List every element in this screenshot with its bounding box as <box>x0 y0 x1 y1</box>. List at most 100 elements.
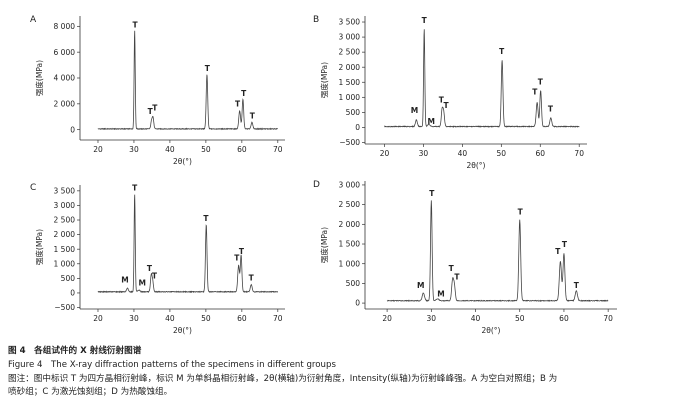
y-tick-label: 2 000 <box>339 220 361 229</box>
x-axis-label: 2θ(°) <box>482 326 501 335</box>
x-tick-label: 30 <box>129 314 139 323</box>
x-tick-label: 60 <box>559 314 569 323</box>
panel-a: A 20 30 40 50 60 70 0 2 000 4 000 6 000 8 000 2θ(°) 强… <box>30 15 285 166</box>
y-tick-label: 3 000 <box>54 201 76 210</box>
x-axis-label: 2θ(°) <box>467 161 486 170</box>
peak-label-monoclinic: M <box>121 275 128 284</box>
panel-b: B 20 30 40 50 60 70 −500 0 500 1 000 1 500 2 000 2 50… <box>313 15 587 170</box>
panel-letter: B <box>313 15 319 25</box>
y-tick-label: 1 500 <box>339 78 361 87</box>
peak-label-tetragonal: T <box>548 104 554 113</box>
diffraction-curve <box>97 30 278 131</box>
panel-letter: C <box>30 183 36 193</box>
y-tick-label: −500 <box>54 303 75 312</box>
peak-label-tetragonal: T <box>241 89 247 98</box>
peak-label-tetragonal: T <box>148 107 154 116</box>
x-tick-label: 50 <box>515 314 525 323</box>
y-tick-label: 0 <box>70 289 75 298</box>
peak-label-tetragonal: T <box>239 247 245 256</box>
x-tick-label: 20 <box>380 149 390 158</box>
x-tick-label: 40 <box>458 149 468 158</box>
y-tick-label: 0 <box>355 299 360 308</box>
x-axis-label: 2θ(°) <box>173 157 192 166</box>
y-tick-label: 2 000 <box>54 230 76 239</box>
peak-label-monoclinic: M <box>138 278 145 287</box>
peak-label-tetragonal: T <box>205 64 211 73</box>
peak-label-tetragonal: T <box>454 272 460 281</box>
x-tick-label: 40 <box>471 314 481 323</box>
x-tick-label: 40 <box>165 145 175 154</box>
panel-d: D 20 30 40 50 60 70 0 500 1 000 1 500 2 000 2 500 3 0… <box>313 180 617 335</box>
peak-label-monoclinic: M <box>417 281 424 290</box>
y-tick-label: 0 <box>355 123 360 132</box>
x-axis-label: 2θ(°) <box>173 326 192 335</box>
peak-label-tetragonal: T <box>249 273 255 282</box>
peak-label-monoclinic: M <box>437 289 444 298</box>
x-tick-label: 70 <box>273 145 283 154</box>
y-tick-label: 1 000 <box>54 259 76 268</box>
peak-label-tetragonal: T <box>250 112 256 121</box>
y-tick-label: 500 <box>346 279 361 288</box>
peak-label-tetragonal: T <box>422 16 428 25</box>
y-axis-label: 强度(MPa) <box>34 229 44 265</box>
peak-label-tetragonal: T <box>574 281 580 290</box>
diffraction-curve <box>386 200 609 302</box>
x-tick-label: 70 <box>603 314 613 323</box>
panel-letter: D <box>313 180 320 190</box>
peak-label-tetragonal: T <box>152 271 158 280</box>
diffraction-curve <box>384 29 580 128</box>
figure-title-en: Figure 4 The X-ray diffraction patterns … <box>8 360 336 370</box>
x-tick-label: 70 <box>574 149 584 158</box>
x-tick-label: 60 <box>237 314 247 323</box>
y-axis-label: 强度(MPa) <box>319 62 329 98</box>
x-tick-label: 50 <box>201 314 211 323</box>
peak-label-tetragonal: T <box>203 214 209 223</box>
peak-label-monoclinic: M <box>411 106 418 115</box>
x-tick-label: 60 <box>237 145 247 154</box>
x-tick-label: 30 <box>427 314 437 323</box>
y-axis-label: 强度(MPa) <box>319 227 329 263</box>
x-tick-label: 30 <box>419 149 429 158</box>
xrd-figure: A 20 30 40 50 60 70 0 2 000 4 000 6 000 8 000 2θ(°) 强… <box>30 15 617 335</box>
x-tick-label: 20 <box>382 314 392 323</box>
y-axis-label: 强度(MPa) <box>34 60 44 96</box>
peak-label-monoclinic: M <box>427 117 434 126</box>
figure-note-line-1: 图注：图中标识 T 为四方晶相衍射峰，标识 M 为单斜晶相衍射峰，2θ(横轴)为… <box>8 374 558 384</box>
peak-label-tetragonal: T <box>499 47 505 56</box>
x-tick-label: 20 <box>93 314 103 323</box>
peak-label-tetragonal: T <box>234 253 240 262</box>
peak-label-tetragonal: T <box>538 77 544 86</box>
peak-label-tetragonal: T <box>449 264 455 273</box>
x-tick-label: 30 <box>129 145 139 154</box>
y-tick-label: 1 500 <box>54 245 76 254</box>
y-tick-label: 500 <box>346 108 361 117</box>
x-tick-label: 50 <box>497 149 507 158</box>
y-tick-label: 2 500 <box>339 200 361 209</box>
peak-label-tetragonal: T <box>555 247 561 256</box>
peak-label-tetragonal: T <box>132 21 138 30</box>
y-tick-label: 6 000 <box>54 48 76 57</box>
y-tick-label: 2 000 <box>339 63 361 72</box>
y-tick-label: 2 500 <box>54 216 76 225</box>
peak-label-tetragonal: T <box>518 207 524 216</box>
y-tick-label: 3 500 <box>54 186 76 195</box>
y-tick-label: 4 000 <box>54 74 76 83</box>
panel-c: C 20 30 40 50 60 70 −500 0 500 1 000 1 500 2 000 2 50… <box>30 183 285 335</box>
y-tick-label: 0 <box>70 125 75 134</box>
y-tick-label: 3 000 <box>339 33 361 42</box>
figure-title-cn: 图 4 各组试件的 X 射线衍射图谱 <box>8 346 142 356</box>
x-tick-label: 70 <box>273 314 283 323</box>
y-tick-label: 2 000 <box>54 99 76 108</box>
y-tick-label: 500 <box>61 274 76 283</box>
x-tick-label: 50 <box>201 145 211 154</box>
peak-label-tetragonal: T <box>132 184 138 193</box>
peak-label-tetragonal: T <box>147 264 153 273</box>
peak-label-tetragonal: T <box>443 101 449 110</box>
y-tick-label: 1 000 <box>339 259 361 268</box>
diffraction-curve <box>97 194 278 294</box>
y-tick-label: 1 500 <box>339 240 361 249</box>
panel-letter: A <box>30 15 37 25</box>
x-tick-label: 40 <box>165 314 175 323</box>
peak-label-tetragonal: T <box>562 240 568 249</box>
peak-label-tetragonal: T <box>235 99 241 108</box>
